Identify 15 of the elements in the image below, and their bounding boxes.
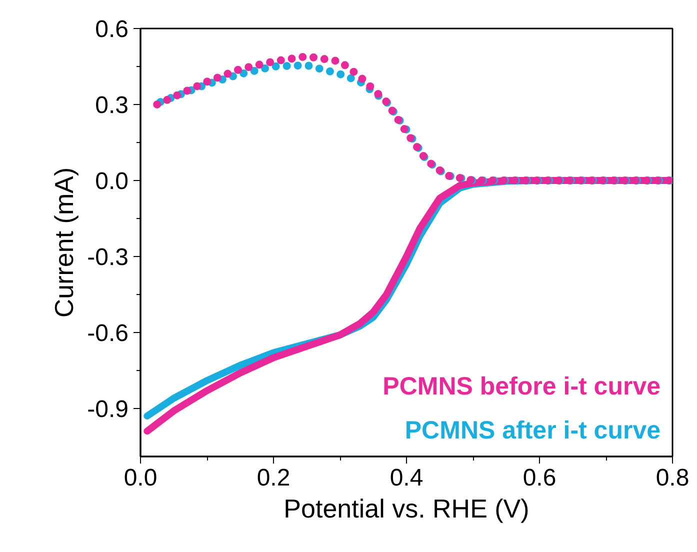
x-tick-label: 0.8 bbox=[656, 464, 690, 492]
text: PCMNS after i-t curve bbox=[404, 416, 661, 444]
y-tick-label: -0.3 bbox=[87, 244, 129, 271]
x-tick-label: 0.4 bbox=[390, 464, 424, 492]
y-tick-label: -0.9 bbox=[87, 396, 129, 423]
y-tick-label: 0.6 bbox=[95, 16, 129, 43]
y-tick-label: -0.6 bbox=[87, 320, 129, 347]
text: PCMNS before i-t curve bbox=[382, 372, 661, 400]
x-tick-label: 0.6 bbox=[522, 464, 556, 492]
y-axis-title: Current (mA) bbox=[49, 167, 80, 318]
y-tick-label: 0.0 bbox=[95, 168, 129, 195]
x-tick-label: 0.0 bbox=[124, 464, 158, 492]
x-axis-title: Potential vs. RHE (V) bbox=[284, 494, 530, 524]
x-tick-label: 0.2 bbox=[256, 464, 290, 492]
y-tick-label: 0.3 bbox=[95, 92, 129, 119]
